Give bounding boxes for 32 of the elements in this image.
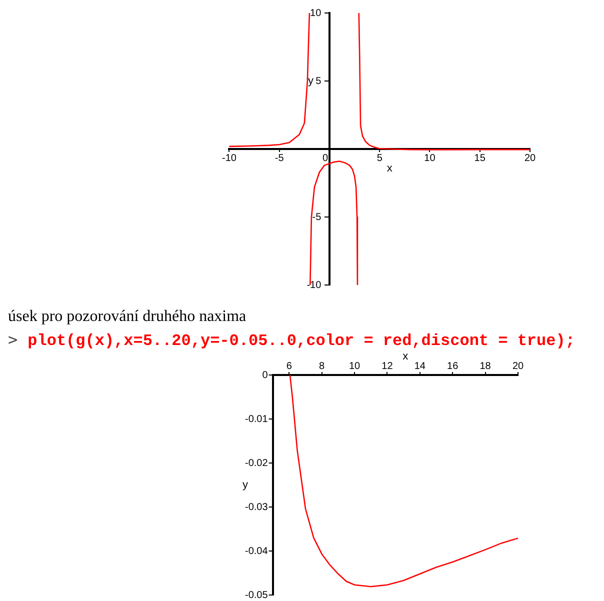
y-axis-title: y (242, 479, 248, 492)
y-tick-label: -10 (306, 280, 330, 291)
x-tick-label: 10 (424, 152, 436, 164)
x-tick-label: 15 (474, 152, 486, 164)
y-tick-label: -0.01 (244, 414, 268, 425)
y-tick-label: -0.05 (244, 590, 268, 601)
x-tick-label: 14 (414, 360, 426, 372)
x-tick-label: 20 (512, 360, 524, 372)
y-tick-label: -0.03 (244, 502, 268, 513)
y-tick-label: -5 (312, 212, 330, 223)
x-tick-label: 10 (348, 360, 361, 372)
x-tick-label: -5 (274, 152, 284, 164)
x-axis-title: x (402, 350, 409, 363)
y-tick-label: -0.04 (244, 546, 268, 557)
x-tick-label: 20 (524, 152, 536, 164)
text: plot(g(x),x=5..20,y=-0.05..0,color = red,discont = true); (28, 332, 575, 350)
y-tick-label: 10 (310, 8, 330, 19)
x-tick-label: 18 (480, 360, 492, 372)
text: > (8, 330, 18, 349)
x-tick-label: 12 (382, 360, 394, 372)
y-tick-label: 5 (316, 76, 330, 87)
x-tick-label: 16 (447, 360, 459, 372)
y-tick-label: 0 (262, 370, 268, 381)
y-axis-title: y (308, 75, 314, 88)
x-tick-label: 5 (376, 152, 383, 164)
x-tick-label: 8 (319, 360, 326, 372)
text: úsek pro pozorování druhého naxima (8, 308, 248, 326)
x-tick-label: 0 (322, 152, 336, 164)
x-axis-title: x (386, 162, 393, 175)
x-tick-label: 6 (286, 360, 292, 372)
x-tick-label: -10 (222, 152, 237, 164)
y-tick-label: -0.02 (244, 458, 268, 469)
